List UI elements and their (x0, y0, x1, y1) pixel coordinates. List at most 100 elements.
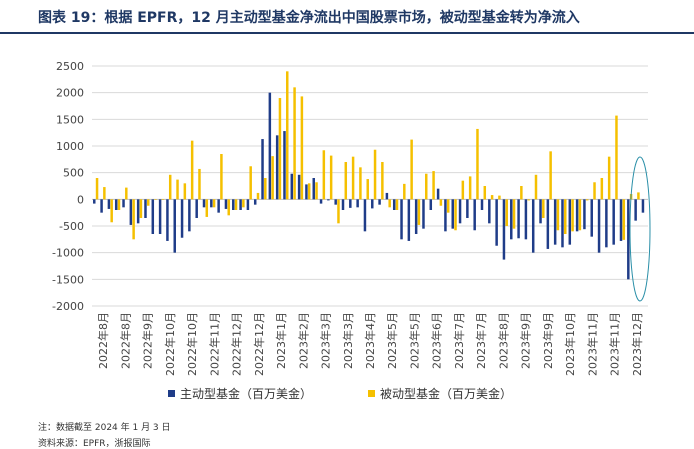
x-tick-label: 2023年5月 (385, 312, 399, 369)
x-tick-label: 2023年6月 (430, 312, 444, 369)
passive-fund-bar (564, 199, 567, 234)
passive-fund-bar (227, 199, 230, 216)
passive-fund-bar (542, 199, 545, 218)
passive-fund-bar (300, 96, 304, 200)
passive-fund-bar (154, 199, 157, 200)
y-tick-label: 500 (63, 167, 84, 180)
y-tick-label: 1000 (56, 140, 84, 153)
y-tick-label: 1500 (56, 113, 84, 126)
passive-fund-bar (242, 199, 245, 208)
active-fund-bar (422, 199, 425, 229)
active-fund-bar (451, 199, 454, 229)
active-fund-bar (546, 199, 550, 249)
active-fund-bar (466, 199, 469, 218)
passive-fund-bar (256, 192, 260, 200)
active-fund-bar (583, 199, 586, 230)
y-tick-label: -2000 (52, 300, 84, 313)
passive-fund-bar (381, 162, 384, 200)
passive-fund-bar (176, 179, 179, 200)
passive-fund-bar (190, 140, 194, 200)
active-fund-bar (356, 199, 359, 208)
passive-fund-bar (432, 171, 435, 200)
passive-fund-bar (337, 199, 340, 224)
highlight-ellipse (629, 156, 651, 302)
active-fund-bar (634, 199, 637, 221)
passive-fund-bar (220, 154, 223, 200)
x-tick-label: 2023年11月 (585, 312, 599, 376)
active-fund-bar (93, 199, 96, 204)
active-fund-bar (568, 199, 572, 245)
active-fund-bar (305, 184, 308, 200)
x-tick-label: 2023年12月 (630, 312, 644, 376)
passive-fund-bar (600, 178, 604, 200)
passive-fund-bar (454, 199, 457, 231)
active-fund-bar (378, 199, 381, 205)
active-fund-bar (429, 199, 433, 210)
x-tick-label: 2022年10月 (185, 312, 199, 376)
x-axis: 2022年8月 2022年8月 2022年9月 2022年10月 2022年10月 202… (96, 312, 644, 376)
active-fund-bar (436, 188, 440, 200)
x-tick-label: 2023年7月 (474, 312, 488, 369)
legend: 主动型基金（百万美金） 被动型基金（百万美金） (168, 386, 512, 401)
active-fund-bar (385, 192, 389, 200)
passive-fund-bar (103, 187, 106, 200)
x-tick-label: 2023年8月 (496, 312, 510, 369)
active-fund-bar (488, 199, 491, 224)
active-fund-bar (275, 135, 279, 200)
active-fund-bar (502, 199, 506, 260)
x-tick-label: 2023年3月 (341, 312, 355, 369)
active-fund-bar (224, 199, 228, 209)
x-tick-label: 2022年8月 (118, 312, 132, 369)
active-fund-bar (349, 199, 352, 208)
passive-fund-bar (527, 199, 530, 201)
passive-fund-bar (307, 183, 311, 200)
active-fund-bar (232, 199, 235, 210)
active-fund-bar (180, 199, 184, 238)
passive-fund-bar (468, 176, 472, 200)
legend-passive-label: 被动型基金（百万美金） (380, 386, 512, 401)
y-tick-label: 2500 (56, 60, 84, 73)
x-tick-label: 2022年12月 (252, 312, 266, 376)
passive-fund-bar (344, 162, 348, 200)
active-fund-bar (407, 199, 411, 241)
passive-fund-bar (490, 195, 494, 200)
x-tick-label: 2023年5月 (407, 312, 421, 369)
active-fund-bar (444, 199, 447, 232)
active-fund-bar (597, 199, 601, 253)
active-fund-bar (334, 199, 337, 205)
passive-fund-bar (388, 199, 391, 208)
active-fund-bar (129, 199, 133, 225)
x-tick-label: 2023年4月 (363, 312, 377, 369)
active-fund-bar (524, 199, 528, 240)
active-fund-bar (341, 199, 345, 210)
active-fund-bar (210, 199, 213, 208)
active-fund-bar (605, 199, 608, 248)
active-fund-bar (136, 199, 140, 224)
passive-fund-bar (249, 166, 252, 200)
passive-fund-bar (95, 178, 99, 200)
passive-fund-bar (578, 199, 582, 231)
legend-active-swatch (168, 390, 175, 397)
active-fund-bar (253, 199, 257, 205)
passive-fund-bar (125, 187, 128, 200)
active-fund-bar (480, 199, 484, 210)
active-fund-bar (100, 199, 103, 213)
passive-fund-bar (512, 199, 516, 229)
active-fund-bar (290, 173, 294, 200)
active-fund-bar (217, 199, 220, 213)
passive-fund-bar (271, 156, 274, 200)
x-tick-label: 2023年9月 (519, 312, 533, 369)
passive-fund-bar (439, 199, 443, 206)
active-fund-bar (327, 199, 330, 201)
passive-fund-bar (117, 199, 121, 210)
passive-fund-bar (278, 98, 282, 200)
passive-fund-bar (593, 182, 596, 200)
active-fund-bar (517, 199, 520, 239)
passive-fund-bar (147, 199, 150, 206)
active-fund-bar (561, 199, 564, 248)
active-fund-bar (612, 199, 615, 245)
passive-fund-bar (607, 156, 611, 200)
active-fund-bar (114, 199, 118, 210)
active-fund-bar (107, 199, 111, 209)
passive-fund-bar (212, 199, 216, 208)
